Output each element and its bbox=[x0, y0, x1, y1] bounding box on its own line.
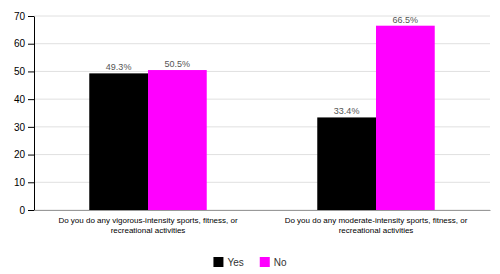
bars bbox=[89, 26, 434, 210]
y-tick: 40 bbox=[14, 94, 34, 105]
y-tick-mark bbox=[28, 16, 34, 17]
legend: Yes No bbox=[213, 257, 287, 268]
y-tick: 10 bbox=[14, 177, 34, 188]
y-tick: 60 bbox=[14, 38, 34, 49]
x-tick-label-line: recreational activities bbox=[111, 226, 186, 235]
y-tick: 0 bbox=[19, 205, 34, 216]
y-tick: 50 bbox=[14, 66, 34, 77]
legend-swatch bbox=[260, 257, 270, 267]
y-tick-mark bbox=[28, 71, 34, 72]
bar bbox=[376, 26, 435, 210]
y-axis-line bbox=[34, 17, 35, 211]
y-tick-label: 0 bbox=[19, 205, 25, 216]
bar bbox=[89, 73, 148, 210]
y-tick-mark bbox=[28, 155, 34, 156]
x-tick: Do you do any vigorous-intensity sports,… bbox=[58, 216, 238, 235]
bar bbox=[317, 117, 376, 210]
grid bbox=[34, 16, 490, 210]
y-tick: 20 bbox=[14, 149, 34, 160]
y-tick-label: 10 bbox=[14, 177, 26, 188]
y-tick-mark bbox=[28, 44, 34, 45]
data-label: 66.5% bbox=[393, 15, 419, 25]
y-tick-label: 20 bbox=[14, 149, 26, 160]
x-tick-label-line: Do you do any vigorous-intensity sports,… bbox=[58, 216, 238, 225]
x-tick-label-line: recreational activities bbox=[339, 226, 414, 235]
data-label: 50.5% bbox=[165, 59, 191, 69]
data-label: 33.4% bbox=[334, 106, 360, 116]
y-tick-mark bbox=[28, 127, 34, 128]
legend-label: No bbox=[274, 257, 287, 268]
x-tick: Do you do any moderate-intensity sports,… bbox=[285, 216, 468, 235]
y-tick: 70 bbox=[14, 11, 34, 22]
bar bbox=[148, 70, 207, 210]
x-axis-line bbox=[35, 210, 491, 211]
y-tick-label: 30 bbox=[14, 122, 26, 133]
y-tick-mark bbox=[28, 182, 34, 183]
y-tick-label: 40 bbox=[14, 94, 26, 105]
y-tick-mark bbox=[28, 99, 34, 100]
x-axis: Do you do any vigorous-intensity sports,… bbox=[35, 211, 491, 235]
legend-item: No bbox=[260, 257, 287, 268]
y-tick: 30 bbox=[14, 122, 34, 133]
legend-item: Yes bbox=[213, 257, 243, 268]
chart: 0 10 20 30 40 50 60 70 49.3% 33.4% 50.5% 66.5% Do yo… bbox=[0, 0, 500, 274]
legend-swatch bbox=[213, 257, 223, 267]
y-axis: 0 10 20 30 40 50 60 70 bbox=[14, 11, 35, 216]
x-tick-label: Do you do any vigorous-intensity sports,… bbox=[58, 216, 238, 235]
y-tick-label: 60 bbox=[14, 38, 26, 49]
data-label: 49.3% bbox=[106, 62, 132, 72]
x-tick-label-line: Do you do any moderate-intensity sports,… bbox=[285, 216, 468, 225]
y-tick-mark bbox=[28, 210, 34, 211]
data-labels: 49.3% 33.4% 50.5% 66.5% bbox=[106, 15, 418, 117]
y-tick-label: 50 bbox=[14, 66, 26, 77]
grid-line bbox=[34, 16, 490, 17]
legend-label: Yes bbox=[227, 257, 243, 268]
y-tick-label: 70 bbox=[14, 11, 26, 22]
x-tick-label: Do you do any moderate-intensity sports,… bbox=[285, 216, 468, 235]
